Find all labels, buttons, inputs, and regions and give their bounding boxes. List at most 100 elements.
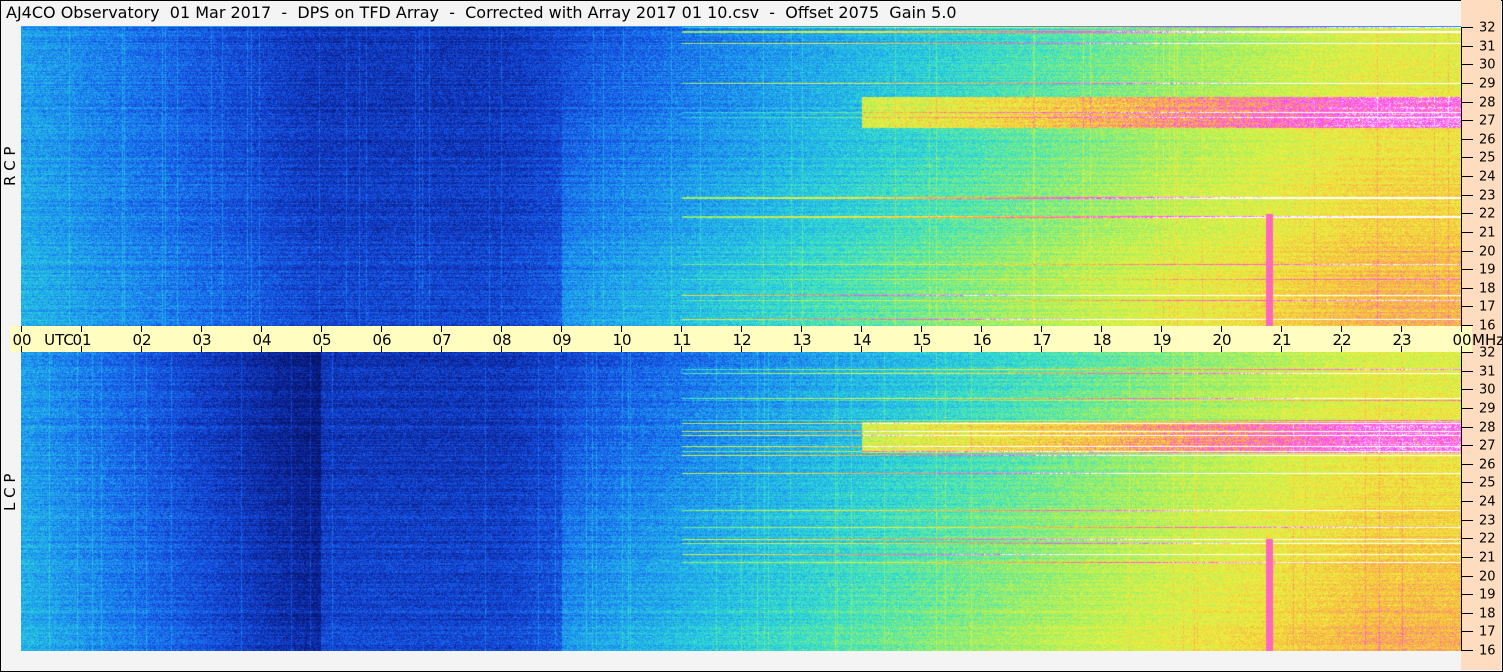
y-tick-label: 21 (1479, 225, 1496, 241)
x-tick-label: 00 (1452, 331, 1472, 349)
y-tick (1461, 120, 1473, 121)
x-tick (141, 326, 142, 352)
x-tick (1401, 326, 1402, 352)
y-tick (1461, 176, 1473, 177)
x-tick (981, 326, 982, 352)
y-tick-label: 24 (1479, 169, 1496, 185)
y-tick-label: 20 (1479, 569, 1496, 584)
x-tick-label: 05 (312, 331, 332, 349)
lcp-spectrogram (21, 352, 1461, 651)
x-tick (561, 326, 562, 352)
x-tick (681, 326, 682, 352)
x-tick (81, 326, 82, 352)
y-tick (1461, 427, 1473, 428)
x-tick (441, 326, 442, 352)
x-tick (501, 326, 502, 352)
y-tick (1461, 389, 1473, 390)
x-tick (741, 326, 742, 352)
x-tick (261, 326, 262, 352)
x-tick-label: 21 (1272, 331, 1292, 349)
y-tick-label: 28 (1479, 420, 1496, 435)
y-tick-label: 23 (1479, 188, 1496, 204)
utc-time-axis: 00 UTC 01 02 03 04 05 06 07 08 09 10 11 12 13 14 15 16 17 1… (10, 326, 1472, 352)
y-tick (1461, 408, 1473, 409)
y-tick (1461, 195, 1473, 196)
x-tick (621, 326, 622, 352)
y-tick-label: 24 (1479, 494, 1496, 510)
x-tick-label: 03 (192, 331, 212, 349)
y-tick (1461, 269, 1473, 270)
y-tick-label: 17 (1479, 299, 1496, 315)
x-tick-label: 12 (732, 331, 752, 349)
y-tick (1461, 501, 1473, 502)
y-tick (1461, 464, 1473, 465)
x-tick (921, 326, 922, 352)
utc-label: UTC (44, 331, 74, 349)
x-tick (1221, 326, 1222, 352)
y-tick-label: 18 (1479, 281, 1496, 297)
x-tick (21, 326, 22, 352)
y-tick-label: 31 (1479, 39, 1496, 55)
y-tick (1461, 445, 1473, 446)
y-tick (1461, 232, 1473, 233)
x-tick (1461, 326, 1462, 352)
x-tick-label: 06 (372, 331, 392, 349)
y-tick-label: 25 (1479, 150, 1496, 166)
y-tick-label: 32 (1479, 20, 1496, 36)
lcp-heatmap-canvas (21, 352, 1461, 651)
y-tick-label: 16 (1479, 318, 1496, 334)
y-tick (1461, 482, 1473, 483)
rcp-spectrogram (21, 27, 1461, 326)
y-tick-label: 30 (1479, 382, 1496, 398)
x-tick-label: 20 (1212, 331, 1232, 349)
rcp-label: R C P (1, 146, 19, 186)
x-tick (201, 326, 202, 352)
y-tick-label: 17 (1479, 624, 1496, 640)
y-tick (1461, 520, 1473, 521)
spectrogram-title: AJ4CO Observatory 01 Mar 2017 - DPS on T… (6, 3, 957, 22)
x-tick (1101, 326, 1102, 352)
y-tick-label: 29 (1479, 401, 1496, 417)
y-tick (1461, 83, 1473, 84)
y-tick (1461, 157, 1473, 158)
y-tick-label: 19 (1479, 587, 1496, 603)
y-tick-label: 28 (1479, 95, 1496, 110)
x-tick-label: 22 (1332, 331, 1352, 349)
x-tick-label: 14 (852, 331, 872, 349)
y-tick-label: 27 (1479, 113, 1496, 129)
y-tick (1461, 325, 1473, 326)
y-tick (1461, 576, 1473, 577)
y-tick (1461, 306, 1473, 307)
y-tick-label: 23 (1479, 513, 1496, 529)
x-tick-label: 19 (1152, 331, 1172, 349)
y-tick-label: 22 (1479, 531, 1496, 547)
y-tick-label: 25 (1479, 475, 1496, 491)
x-tick-label: 09 (552, 331, 572, 349)
y-tick-label: 31 (1479, 364, 1496, 380)
x-tick-label: 07 (432, 331, 452, 349)
x-tick-label: 11 (672, 331, 692, 349)
y-tick (1461, 288, 1473, 289)
x-tick (861, 326, 862, 352)
y-tick (1461, 64, 1473, 65)
x-tick-label: 10 (612, 331, 632, 349)
y-tick-label: 30 (1479, 57, 1496, 73)
y-tick (1461, 594, 1473, 595)
x-tick-label: 02 (132, 331, 152, 349)
x-tick (1341, 326, 1342, 352)
y-tick-label: 32 (1479, 345, 1496, 361)
rcp-heatmap-canvas (21, 27, 1461, 326)
y-tick-label: 20 (1479, 244, 1496, 259)
y-tick (1461, 631, 1473, 632)
y-tick-label: 18 (1479, 606, 1496, 622)
x-tick-label: 08 (492, 331, 512, 349)
y-tick-label: 19 (1479, 262, 1496, 278)
x-tick-label: 17 (1032, 331, 1052, 349)
y-tick (1461, 613, 1473, 614)
x-tick-label: 01 (72, 331, 92, 349)
y-tick (1461, 371, 1473, 372)
x-tick-label: 04 (252, 331, 272, 349)
y-tick-label: 26 (1479, 457, 1496, 473)
y-tick-label: 22 (1479, 206, 1496, 222)
x-tick-label: 15 (912, 331, 932, 349)
